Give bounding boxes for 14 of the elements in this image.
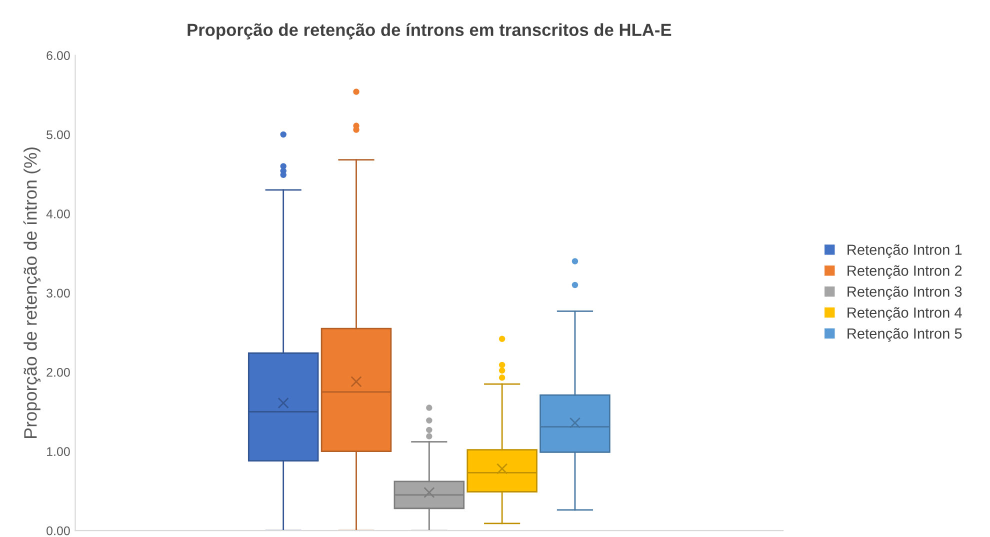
y-tick-label: 1.00 bbox=[47, 447, 70, 456]
legend-label: Retenção Intron 4 bbox=[848, 307, 962, 321]
legend-label: Retenção Intron 3 bbox=[848, 286, 962, 300]
y-tick-label: 3.00 bbox=[46, 288, 70, 298]
legend-label: Retenção Intron 1 bbox=[848, 244, 962, 258]
y-tick-label: 5.00 bbox=[46, 130, 70, 140]
y-tick-label: 0.00 bbox=[46, 526, 70, 536]
legend-label: Retenção Intron 2 bbox=[848, 265, 962, 279]
y-tick-label: 6.00 bbox=[46, 51, 70, 60]
y-axis-title: Proporção de retenção de íntron (%) bbox=[23, 148, 40, 438]
chart-title: Proporção de retenção de íntrons em transcritos de HLA-E bbox=[188, 23, 672, 40]
y-tick-label: 2.00 bbox=[46, 368, 70, 377]
legend-label: Retenção Intron 5 bbox=[848, 328, 962, 342]
y-tick-label: 4.00 bbox=[46, 210, 70, 218]
